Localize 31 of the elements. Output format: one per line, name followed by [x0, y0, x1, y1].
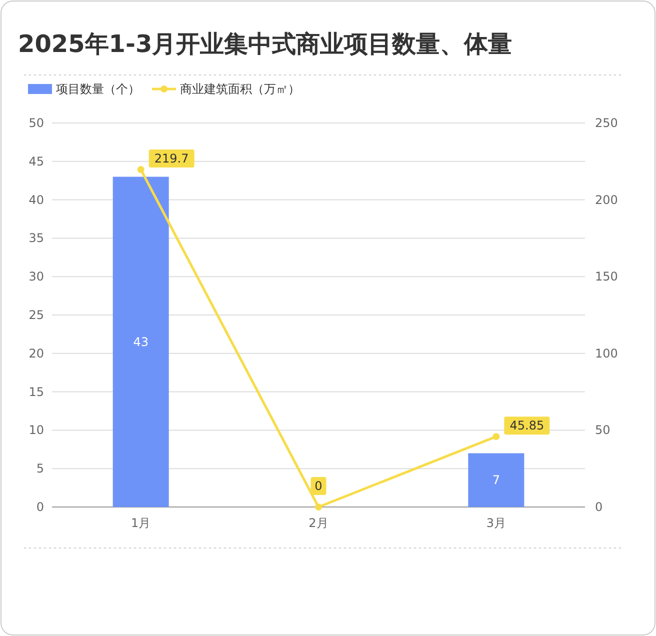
- y-tick-label: 40: [28, 192, 44, 207]
- point: [315, 504, 322, 510]
- y2-tick-label: 50: [595, 423, 610, 438]
- y-tick-label: 30: [28, 270, 44, 284]
- y-tick-label: 5: [36, 462, 44, 476]
- data-label: 43: [133, 334, 148, 349]
- y2-tick-label: 200: [595, 192, 618, 207]
- data-label: 219.7: [154, 152, 189, 166]
- x-tick-label: 3月: [486, 516, 506, 530]
- data-label: 7: [492, 473, 500, 488]
- y2-tick-label: 150: [595, 270, 618, 284]
- y-tick-label: 10: [28, 423, 44, 438]
- y2-tick-label: 0: [595, 500, 603, 514]
- y-tick-label: 50: [28, 116, 44, 130]
- chart-title: 2025年1-3月开业集中式商业项目数量、体量: [18, 30, 512, 58]
- data-label: 45.85: [510, 418, 544, 433]
- y-tick-label: 15: [28, 384, 44, 399]
- data-label: 0: [314, 479, 322, 493]
- y-tick-label: 20: [28, 346, 44, 360]
- legend-label: 项目数量（个）: [56, 82, 140, 96]
- y2-tick-label: 100: [595, 346, 618, 360]
- y-tick-label: 35: [28, 231, 44, 246]
- x-tick-label: 2月: [308, 516, 328, 530]
- y-tick-label: 0: [36, 500, 44, 514]
- point: [137, 166, 144, 174]
- legend-label: 商业建筑面积（万㎡）: [180, 82, 300, 96]
- y-tick-label: 25: [28, 308, 44, 322]
- y2-tick-label: 250: [595, 116, 618, 130]
- point: [492, 433, 500, 440]
- y-tick-label: 45: [28, 154, 44, 168]
- x-tick-label: 1月: [131, 516, 151, 530]
